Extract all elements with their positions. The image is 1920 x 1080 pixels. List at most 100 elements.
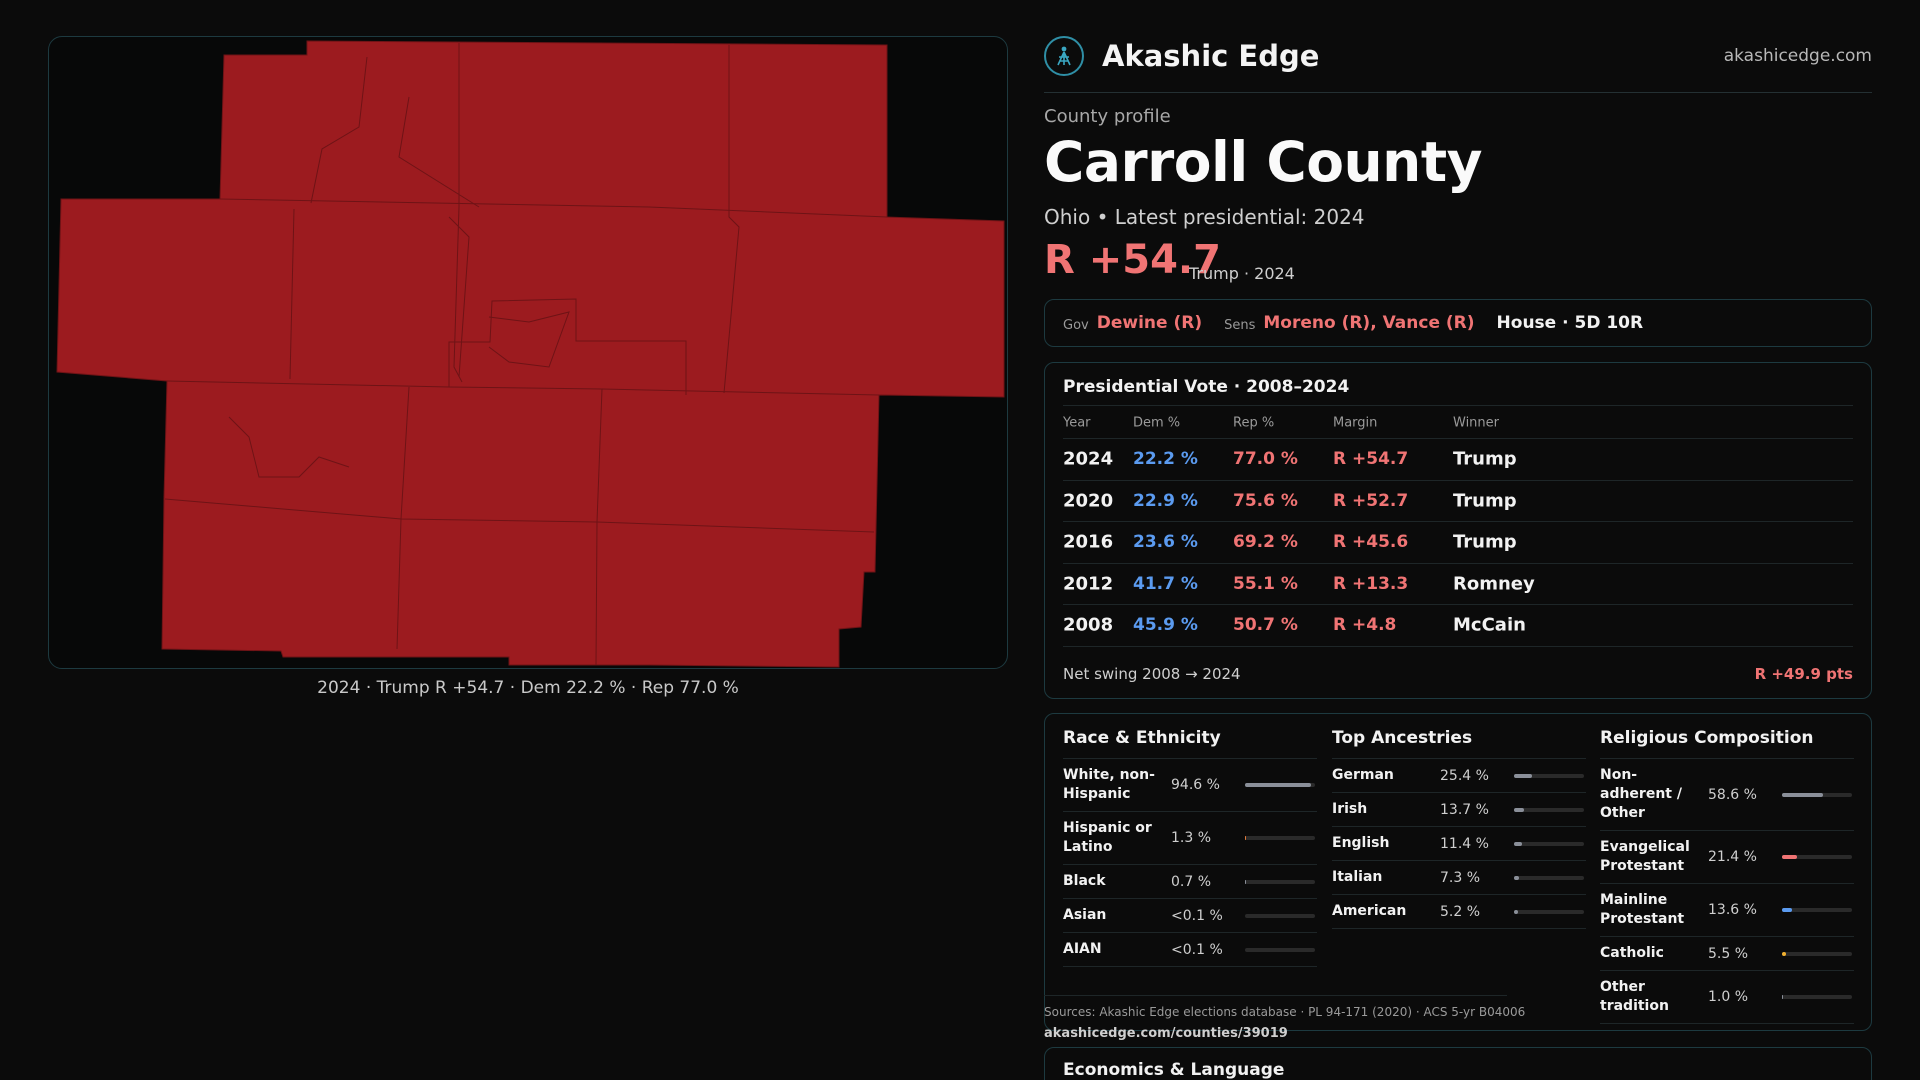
share-bar-fill [1245,783,1312,787]
map-caption: 2024 · Trump R +54.7 · Dem 22.2 % · Rep … [317,678,739,698]
list-item: Italian 7.3 % [1332,861,1586,895]
share-bar-fill [1245,836,1247,840]
presidential-vote-card: Presidential Vote · 2008–2024 Year Dem %… [1044,362,1872,699]
table-row: 2020 22.9 % 75.6 % R +52.7 Trump [1063,481,1853,522]
ancestries-section: Top Ancestries German 25.4 % Irish 13.7 % En… [1332,728,1586,929]
row-percent: 1.0 % [1708,989,1749,1005]
religion-rows: Non-adherent / Other 58.6 % Evangelical Pr… [1600,759,1854,1024]
list-item: Black 0.7 % [1063,865,1317,899]
rep-cell: 69.2 % [1233,532,1298,553]
list-item: Non-adherent / Other 58.6 % [1600,759,1854,831]
domain-link[interactable]: akashicedge.com [1723,46,1872,66]
row-percent: 0.7 % [1171,873,1212,890]
row-label: German [1332,767,1394,783]
divider [1044,995,1507,996]
row-percent: 13.7 % [1440,801,1489,818]
share-bar [1514,773,1584,778]
share-bar [1514,841,1584,846]
township-lines [164,43,888,666]
brand-name: Akashic Edge [1102,39,1320,73]
margin-cell: R +52.7 [1333,490,1409,511]
share-bar [1782,995,1852,999]
year-cell: 2008 [1063,614,1114,636]
col-year: Year [1063,415,1091,430]
list-item: American 5.2 % [1332,895,1586,929]
list-item: German 25.4 % [1332,759,1586,793]
row-percent: 1.3 % [1171,830,1212,846]
year-cell: 2024 [1063,448,1114,470]
row-percent: 58.6 % [1708,786,1757,803]
headline-margin-note: Trump · 2024 [1189,264,1295,283]
profile-eyebrow: County profile [1044,106,1171,127]
margin-cell: R +13.3 [1333,573,1409,594]
dem-cell: 41.7 % [1133,573,1198,594]
winner-cell: Trump [1453,490,1517,512]
share-bar [1514,807,1584,812]
row-label: Non-adherent / Other [1600,767,1682,821]
row-label: Black [1063,873,1106,889]
divider [1600,758,1854,759]
brand[interactable]: Akashic Edge [1044,36,1319,76]
share-bar-fill [1514,875,1520,880]
rep-cell: 50.7 % [1233,615,1298,636]
share-bar [1782,908,1852,912]
economics-language-title: Economics & Language [1063,1060,1285,1080]
row-percent: 13.6 % [1708,902,1757,918]
row-label: Mainline Protestant [1600,892,1685,927]
row-percent: 7.3 % [1440,869,1481,886]
net-swing-label: Net swing 2008 → 2024 [1063,665,1241,683]
presidential-vote-title: Presidential Vote · 2008–2024 [1063,377,1350,397]
share-bar [1245,879,1315,884]
year-cell: 2016 [1063,531,1114,553]
rep-cell: 75.6 % [1233,490,1298,511]
share-bar [1245,913,1315,918]
economics-language-card: Economics & Language [1044,1047,1872,1080]
share-bar-fill [1514,773,1532,778]
winner-cell: Trump [1453,448,1517,470]
share-bar-fill [1245,879,1247,884]
akashic-logo-icon [1044,36,1084,76]
county-shape [56,40,1005,668]
office-holders-bar: Gov Dewine (R) Sens Moreno (R), Vance (R… [1044,299,1872,347]
share-bar [1245,783,1315,787]
margin-cell: R +45.6 [1333,532,1409,553]
share-bar [1245,947,1315,952]
share-bar-fill [1514,841,1522,846]
divider [1332,758,1586,759]
rep-cell: 77.0 % [1233,449,1298,470]
list-item: AIAN <0.1 % [1063,933,1317,967]
divider [1063,758,1317,759]
county-map[interactable] [48,36,1008,669]
page-title: Carroll County [1044,130,1482,194]
governor-value: Dewine (R) [1096,313,1203,333]
senators-value: Moreno (R), Vance (R) [1263,313,1475,333]
row-label: American [1332,903,1407,919]
share-bar-fill [1782,792,1824,797]
race-rows: White, non-Hispanic 94.6 % Hispanic or Lat… [1063,759,1317,967]
header-divider [1044,92,1872,93]
permalink[interactable]: akashicedge.com/counties/39019 [1044,1026,1288,1041]
row-percent: 21.4 % [1708,849,1757,865]
list-item: Mainline Protestant 13.6 % [1600,884,1854,937]
race-ethnicity-section: Race & Ethnicity White, non-Hispanic 94.6… [1063,728,1317,967]
row-label: Hispanic or Latino [1063,820,1152,855]
presidential-table: Year Dem % Rep % Margin Winner 2024 22.2… [1063,407,1853,647]
list-item: Irish 13.7 % [1332,793,1586,827]
share-bar [1245,836,1315,840]
list-item: Asian <0.1 % [1063,899,1317,933]
table-row: 2012 41.7 % 55.1 % R +13.3 Romney [1063,564,1853,605]
dem-cell: 22.2 % [1133,449,1198,470]
county-map-svg [56,40,1005,668]
margin-cell: R +4.8 [1333,615,1397,636]
row-label: Italian [1332,869,1383,885]
ancestries-title: Top Ancestries [1332,728,1473,748]
col-margin: Margin [1333,415,1378,430]
row-percent: <0.1 % [1171,907,1223,924]
row-label: English [1332,835,1390,851]
row-percent: 11.4 % [1440,835,1489,852]
gov-label: Gov [1063,317,1089,333]
dem-cell: 22.9 % [1133,490,1198,511]
row-label: White, non-Hispanic [1063,767,1155,802]
list-item: Catholic 5.5 % [1600,937,1854,971]
share-bar [1514,875,1584,880]
